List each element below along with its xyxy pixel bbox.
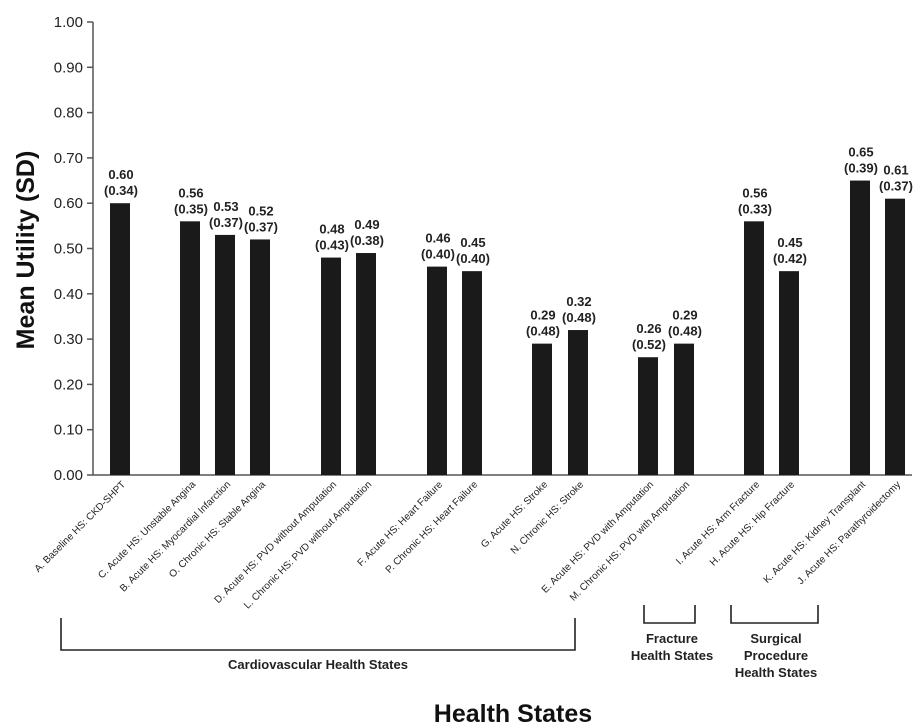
group-bracket	[60, 618, 576, 651]
group-label: Procedure	[744, 648, 808, 663]
data-label-sd: (0.48)	[526, 324, 560, 339]
data-label-mean: 0.56	[742, 185, 767, 200]
data-label-sd: (0.48)	[562, 310, 596, 325]
y-tick-label: 0.50	[54, 241, 83, 258]
group-label: Cardiovascular Health States	[228, 657, 408, 672]
data-label-mean: 0.26	[636, 321, 661, 336]
bar	[462, 271, 482, 475]
data-label-sd: (0.33)	[738, 201, 772, 216]
y-tick-label: 0.80	[54, 105, 83, 122]
data-label-sd: (0.40)	[456, 251, 490, 266]
group-label: Surgical	[750, 631, 801, 646]
bar	[850, 180, 870, 476]
data-label-sd: (0.35)	[174, 201, 208, 216]
data-label-sd: (0.34)	[104, 183, 138, 198]
y-tick-label: 0.30	[54, 331, 83, 348]
data-label-mean: 0.45	[777, 235, 802, 250]
group-label: Health States	[735, 665, 817, 680]
bar	[885, 198, 905, 476]
data-label-sd: (0.38)	[350, 233, 384, 248]
bars: 0.60(0.34) 0.56(0.35) 0.53(0.37)0.52(0.37)…	[104, 145, 913, 476]
data-label-mean: 0.48	[319, 222, 344, 237]
data-label-sd: (0.42)	[773, 251, 807, 266]
data-label-mean: 0.60	[108, 167, 133, 182]
data-label-mean: 0.29	[672, 308, 697, 323]
category-label: N. Chronic HS: Stroke	[509, 479, 587, 557]
x-axis-title: Health States	[434, 700, 592, 725]
data-label-mean: 0.32	[566, 294, 591, 309]
data-label-sd: (0.43)	[315, 238, 349, 253]
data-label-sd: (0.40)	[421, 247, 455, 262]
group-label: Health States	[631, 648, 713, 663]
y-axis-title: Mean Utility (SD)	[12, 151, 40, 350]
data-label-sd: (0.48)	[668, 324, 702, 339]
bar	[321, 257, 341, 475]
group-label: Fracture	[646, 631, 698, 646]
category-label: L. Chronic HS: PVD without Amputation	[242, 479, 374, 611]
group-brackets: Cardiovascular Health States Fracture Heal…	[60, 605, 819, 680]
bar	[180, 221, 200, 475]
category-label: D. Acute HS: PVD without Amputation	[213, 479, 339, 605]
y-tick-label: 0.40	[54, 286, 83, 303]
bar	[532, 343, 552, 475]
y-tick-label: 0.20	[54, 376, 83, 393]
bar	[427, 266, 447, 475]
data-label-mean: 0.61	[883, 163, 908, 178]
bar	[250, 239, 270, 475]
bar	[638, 357, 658, 475]
data-label-sd: (0.37)	[244, 219, 278, 234]
group-bracket	[730, 605, 819, 624]
data-label-mean: 0.46	[425, 231, 450, 246]
data-label-mean: 0.65	[848, 145, 873, 160]
data-label-mean: 0.49	[354, 217, 379, 232]
y-tick-label: 0.10	[54, 422, 83, 439]
data-label-mean: 0.56	[178, 185, 203, 200]
y-tick-label: 0.60	[54, 195, 83, 212]
data-label-mean: 0.29	[530, 308, 555, 323]
data-label-sd: (0.39)	[844, 161, 878, 176]
y-tick-label: 0.70	[54, 150, 83, 167]
bar	[779, 271, 799, 475]
data-label-mean: 0.53	[213, 199, 238, 214]
y-tick-label: 1.00	[54, 14, 83, 31]
data-label-sd: (0.37)	[209, 215, 243, 230]
bar	[568, 330, 588, 475]
category-label: G. Acute HS: Stroke	[479, 479, 550, 550]
data-label-mean: 0.52	[248, 203, 273, 218]
y-tick-label: 0.00	[54, 467, 83, 484]
y-tick-label: 0.90	[54, 59, 83, 76]
bar	[744, 221, 764, 475]
bar	[110, 203, 130, 475]
bar	[356, 253, 376, 475]
data-label-sd: (0.37)	[879, 179, 913, 194]
bar	[215, 234, 235, 475]
data-label-sd: (0.52)	[632, 337, 666, 352]
data-label-mean: 0.45	[460, 235, 485, 250]
group-bracket	[643, 605, 696, 624]
bar	[674, 343, 694, 475]
